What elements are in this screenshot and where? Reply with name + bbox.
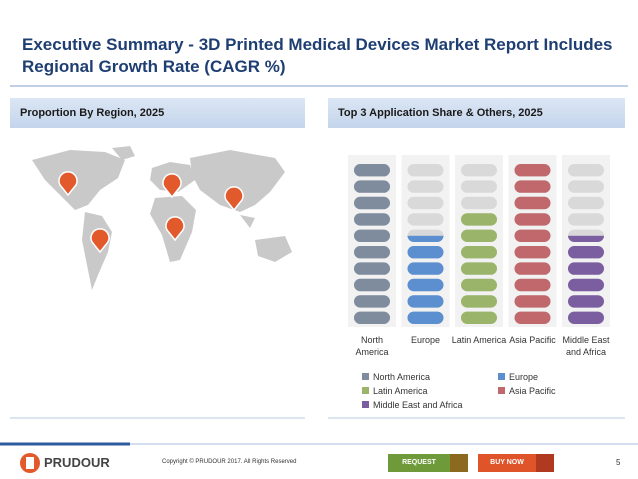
category-label: Latin America (451, 335, 507, 345)
category-label: Middle East and Africa (562, 335, 610, 357)
legend-label: Middle East and Africa (373, 400, 463, 410)
request-sample-button[interactable]: REQUEST SAMPLE (402, 459, 436, 479)
button-icon[interactable] (450, 454, 468, 472)
pill-empty (568, 213, 604, 226)
legend-entry: Asia Pacific (498, 386, 556, 396)
panel-header: Top 3 Application Share & Others, 2025 (328, 98, 625, 128)
category-label: North America (355, 335, 389, 357)
pill-fill (407, 235, 444, 325)
legend-entry: North America (362, 372, 430, 382)
panel-header: Proportion By Region, 2025 (10, 98, 305, 128)
page-number: 5 (616, 458, 621, 467)
legend-swatch (362, 373, 369, 380)
legend-entry: Europe (498, 372, 538, 382)
button-icon[interactable] (536, 454, 554, 472)
pill-chart (348, 155, 610, 327)
copyright: Copyright © PRUDOUR 2017. All Rights Res… (162, 459, 297, 465)
map-pins (58, 171, 244, 254)
pill-column (461, 211, 497, 325)
legend-label: North America (373, 372, 431, 382)
slide-title: Executive Summary - 3D Printed Medical D… (22, 35, 613, 76)
button-bg[interactable] (478, 454, 536, 472)
brand: PRUDOUR (44, 455, 110, 470)
legend-label: Europe (509, 372, 539, 382)
pill-empty (568, 164, 604, 177)
logo (20, 453, 40, 473)
legend-swatch (362, 387, 369, 394)
world-map (32, 146, 292, 290)
pill-empty (461, 196, 497, 210)
pill-empty (407, 213, 444, 226)
legend-swatch (362, 401, 369, 408)
pill-empty (407, 180, 444, 193)
legend-swatch (498, 373, 505, 380)
pill-fill (568, 235, 604, 325)
pill-empty (407, 196, 444, 210)
legend-label: Asia Pacific (509, 386, 556, 396)
pill-empty (461, 164, 497, 177)
pill-empty (568, 196, 604, 210)
category-label: Europe (410, 335, 441, 345)
pill-fill (461, 211, 497, 325)
pill-column (568, 235, 604, 325)
buy-now-button[interactable]: BUY NOW (490, 459, 524, 466)
pill-empty (461, 180, 497, 193)
button-bg[interactable] (388, 454, 450, 472)
category-label: Asia Pacific (509, 335, 556, 345)
pill-column (407, 235, 444, 325)
legend-swatch (498, 387, 505, 394)
legend-label: Latin America (373, 386, 428, 396)
pill-empty (407, 164, 444, 177)
legend-entry: Latin America (362, 386, 428, 396)
legend-entry: Middle East and Africa (362, 400, 463, 410)
pill-empty (568, 180, 604, 193)
